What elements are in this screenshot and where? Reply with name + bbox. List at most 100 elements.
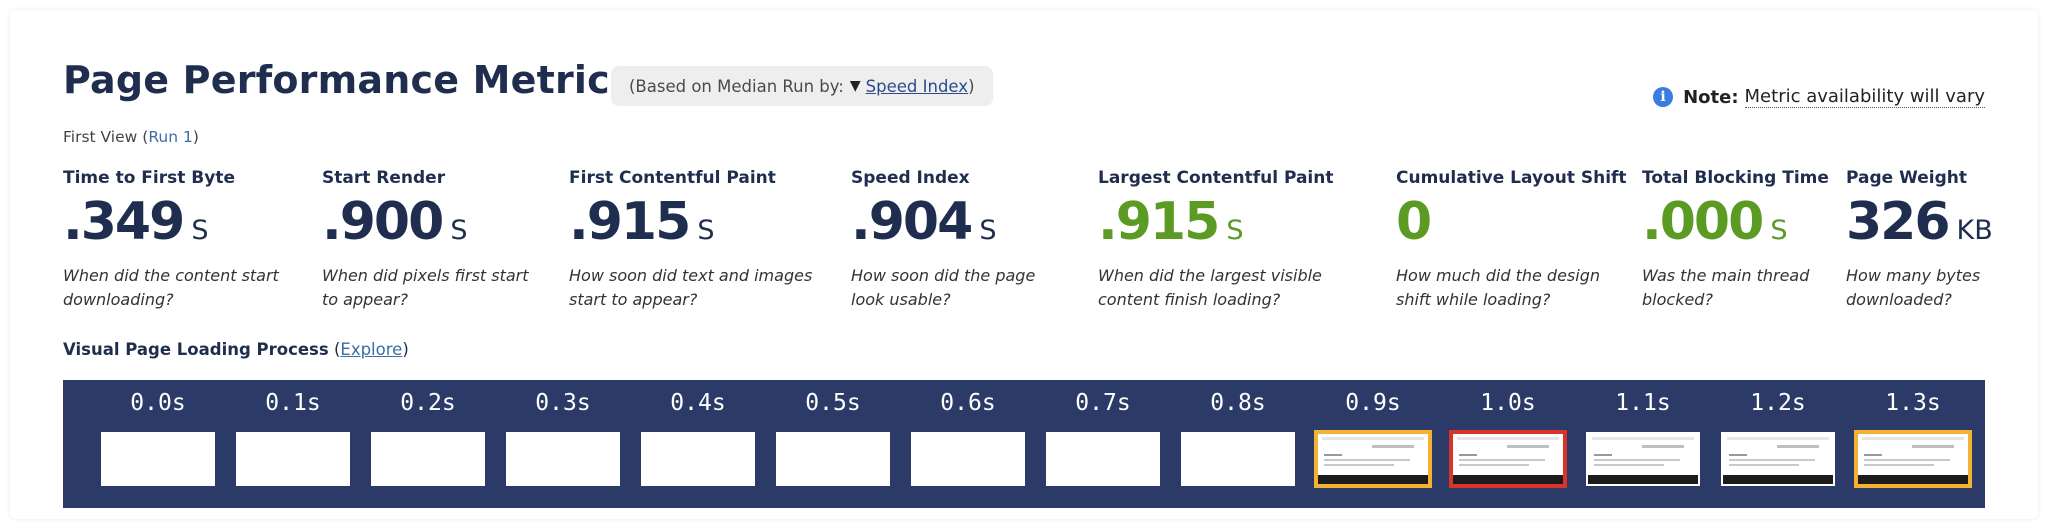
- filmstrip-frame[interactable]: 0.3s: [504, 380, 622, 508]
- preview-line2: [1729, 459, 1815, 461]
- preview-line2: [1864, 459, 1950, 461]
- frame-thumbnail[interactable]: [911, 432, 1025, 486]
- frame-timestamp: 1.3s: [1885, 390, 1941, 416]
- frame-thumbnail[interactable]: [1721, 432, 1835, 486]
- filmstrip-frame[interactable]: 0.6s: [909, 380, 1027, 508]
- metric-description: How many bytes downloaded?: [1846, 266, 1981, 309]
- filmstrip-frame[interactable]: 0.4s: [639, 380, 757, 508]
- preview-title: [1642, 445, 1684, 448]
- preview-foot: [1453, 475, 1563, 484]
- preview-line1: [1459, 454, 1477, 456]
- metric-label: First Contentful Paint: [569, 168, 776, 188]
- frame-thumbnail[interactable]: [371, 432, 485, 486]
- frame-thumbnail[interactable]: [1046, 432, 1160, 486]
- metric-unit: S: [697, 215, 715, 246]
- metric-total-blocking-time: Total Blocking Time .000 S Was the main t…: [1642, 168, 1829, 312]
- median-run-metric-link[interactable]: Speed Index: [865, 76, 969, 96]
- preview-title: [1372, 445, 1414, 448]
- rendered-page-preview: [1723, 434, 1833, 484]
- filmstrip-frame[interactable]: 0.0s: [99, 380, 217, 508]
- frame-thumbnail[interactable]: [1314, 430, 1432, 488]
- filmstrip-frame[interactable]: 0.1s: [234, 380, 352, 508]
- metric-description: How soon did the page look usable?: [851, 266, 1036, 309]
- frame-thumbnail[interactable]: [1854, 430, 1972, 488]
- metric-label: Time to First Byte: [63, 168, 235, 188]
- filmstrip-frame[interactable]: 0.2s: [369, 380, 487, 508]
- rendered-page-preview: [1858, 434, 1968, 484]
- filmstrip-frame[interactable]: 0.9s: [1314, 380, 1432, 508]
- preview-foot: [1588, 475, 1698, 484]
- preview-head: [1862, 437, 1964, 440]
- frame-thumbnail[interactable]: [1449, 430, 1567, 488]
- caret-down-icon[interactable]: ▼: [849, 78, 861, 94]
- frame-timestamp: 0.5s: [805, 390, 861, 416]
- first-view-prefix: First View (: [63, 128, 149, 146]
- filmstrip-frame[interactable]: 0.8s: [1179, 380, 1297, 508]
- metric-speed-index: Speed Index .904 S How soon did the page …: [851, 168, 1035, 312]
- rendered-page-preview: [1453, 434, 1563, 484]
- median-run-prefix: (Based on Median Run by:: [629, 76, 844, 96]
- metric-label: Start Render: [322, 168, 446, 188]
- note-text[interactable]: Metric availability will vary: [1744, 86, 1985, 108]
- metric-description: When did pixels first start to appear?: [322, 266, 529, 309]
- metric-value: .904: [851, 192, 973, 252]
- frame-timestamp: 0.1s: [265, 390, 321, 416]
- preview-line2: [1594, 459, 1680, 461]
- metric-value: .349: [63, 192, 185, 252]
- filmstrip-frame[interactable]: 0.5s: [774, 380, 892, 508]
- preview-foot: [1318, 475, 1428, 484]
- note-label: Note:: [1683, 86, 1739, 108]
- frame-thumbnail[interactable]: [1181, 432, 1295, 486]
- frame-timestamp: 0.2s: [400, 390, 456, 416]
- filmstrip-frame[interactable]: 1.2s: [1719, 380, 1837, 508]
- metric-value: .900: [322, 192, 444, 252]
- preview-foot: [1858, 475, 1968, 484]
- median-run-selector[interactable]: (Based on Median Run by: ▼ Speed Index ): [611, 66, 993, 106]
- info-icon[interactable]: i: [1653, 87, 1674, 107]
- metric-description: How soon did text and images start to ap…: [569, 266, 813, 309]
- first-view-suffix: ): [192, 128, 199, 146]
- filmstrip-frame[interactable]: 1.1s: [1584, 380, 1702, 508]
- preview-head: [1322, 437, 1424, 440]
- preview-line2: [1459, 459, 1545, 461]
- metric-unit: S: [979, 215, 997, 246]
- frame-timestamp: 0.0s: [130, 390, 186, 416]
- frame-thumbnail[interactable]: [776, 432, 890, 486]
- filmstrip-frame[interactable]: 1.3s: [1854, 380, 1972, 508]
- preview-line3: [1594, 464, 1664, 466]
- rendered-page-preview: [1588, 434, 1698, 484]
- frame-thumbnail[interactable]: [506, 432, 620, 486]
- filmstrip-frame[interactable]: 1.0s: [1449, 380, 1567, 508]
- frame-thumbnail[interactable]: [641, 432, 755, 486]
- frame-thumbnail[interactable]: [101, 432, 215, 486]
- frame-thumbnail[interactable]: [1586, 432, 1700, 486]
- metric-label: Largest Contentful Paint: [1098, 168, 1334, 188]
- metric-value: 326: [1846, 192, 1951, 252]
- run-1-link[interactable]: Run 1: [148, 128, 193, 146]
- metric-start-render: Start Render .900 S When did pixels first…: [322, 168, 529, 312]
- metric-description: When did the largest visible content fin…: [1098, 266, 1322, 309]
- preview-head: [1457, 437, 1559, 440]
- filmstrip-frame[interactable]: 0.7s: [1044, 380, 1162, 508]
- metric-value: 0: [1396, 192, 1432, 252]
- metric-description: When did the content start downloading?: [63, 266, 279, 309]
- metric-label: Total Blocking Time: [1642, 168, 1829, 188]
- metric-unit: KB: [1956, 215, 1993, 246]
- median-run-suffix: ): [968, 76, 975, 96]
- metric-time-to-first-byte: Time to First Byte .349 S When did the co…: [63, 168, 279, 312]
- metric-page-weight: Page Weight 326 KB How many bytes downloa…: [1846, 168, 1993, 312]
- preview-head: [1592, 437, 1694, 440]
- metric-description: How much did the design shift while load…: [1396, 266, 1601, 309]
- preview-line3: [1324, 464, 1394, 466]
- visual-loading-open-paren: (: [328, 340, 341, 359]
- explore-link[interactable]: Explore: [340, 340, 403, 359]
- metric-description: Was the main thread blocked?: [1642, 266, 1810, 309]
- preview-foot: [1723, 475, 1833, 484]
- frame-timestamp: 1.0s: [1480, 390, 1536, 416]
- metric-largest-contentful-paint: Largest Contentful Paint .915 S When did …: [1098, 168, 1333, 312]
- frame-timestamp: 0.3s: [535, 390, 591, 416]
- frame-timestamp: 0.7s: [1075, 390, 1131, 416]
- preview-line1: [1594, 454, 1612, 456]
- metric-value: .915: [569, 192, 691, 252]
- frame-thumbnail[interactable]: [236, 432, 350, 486]
